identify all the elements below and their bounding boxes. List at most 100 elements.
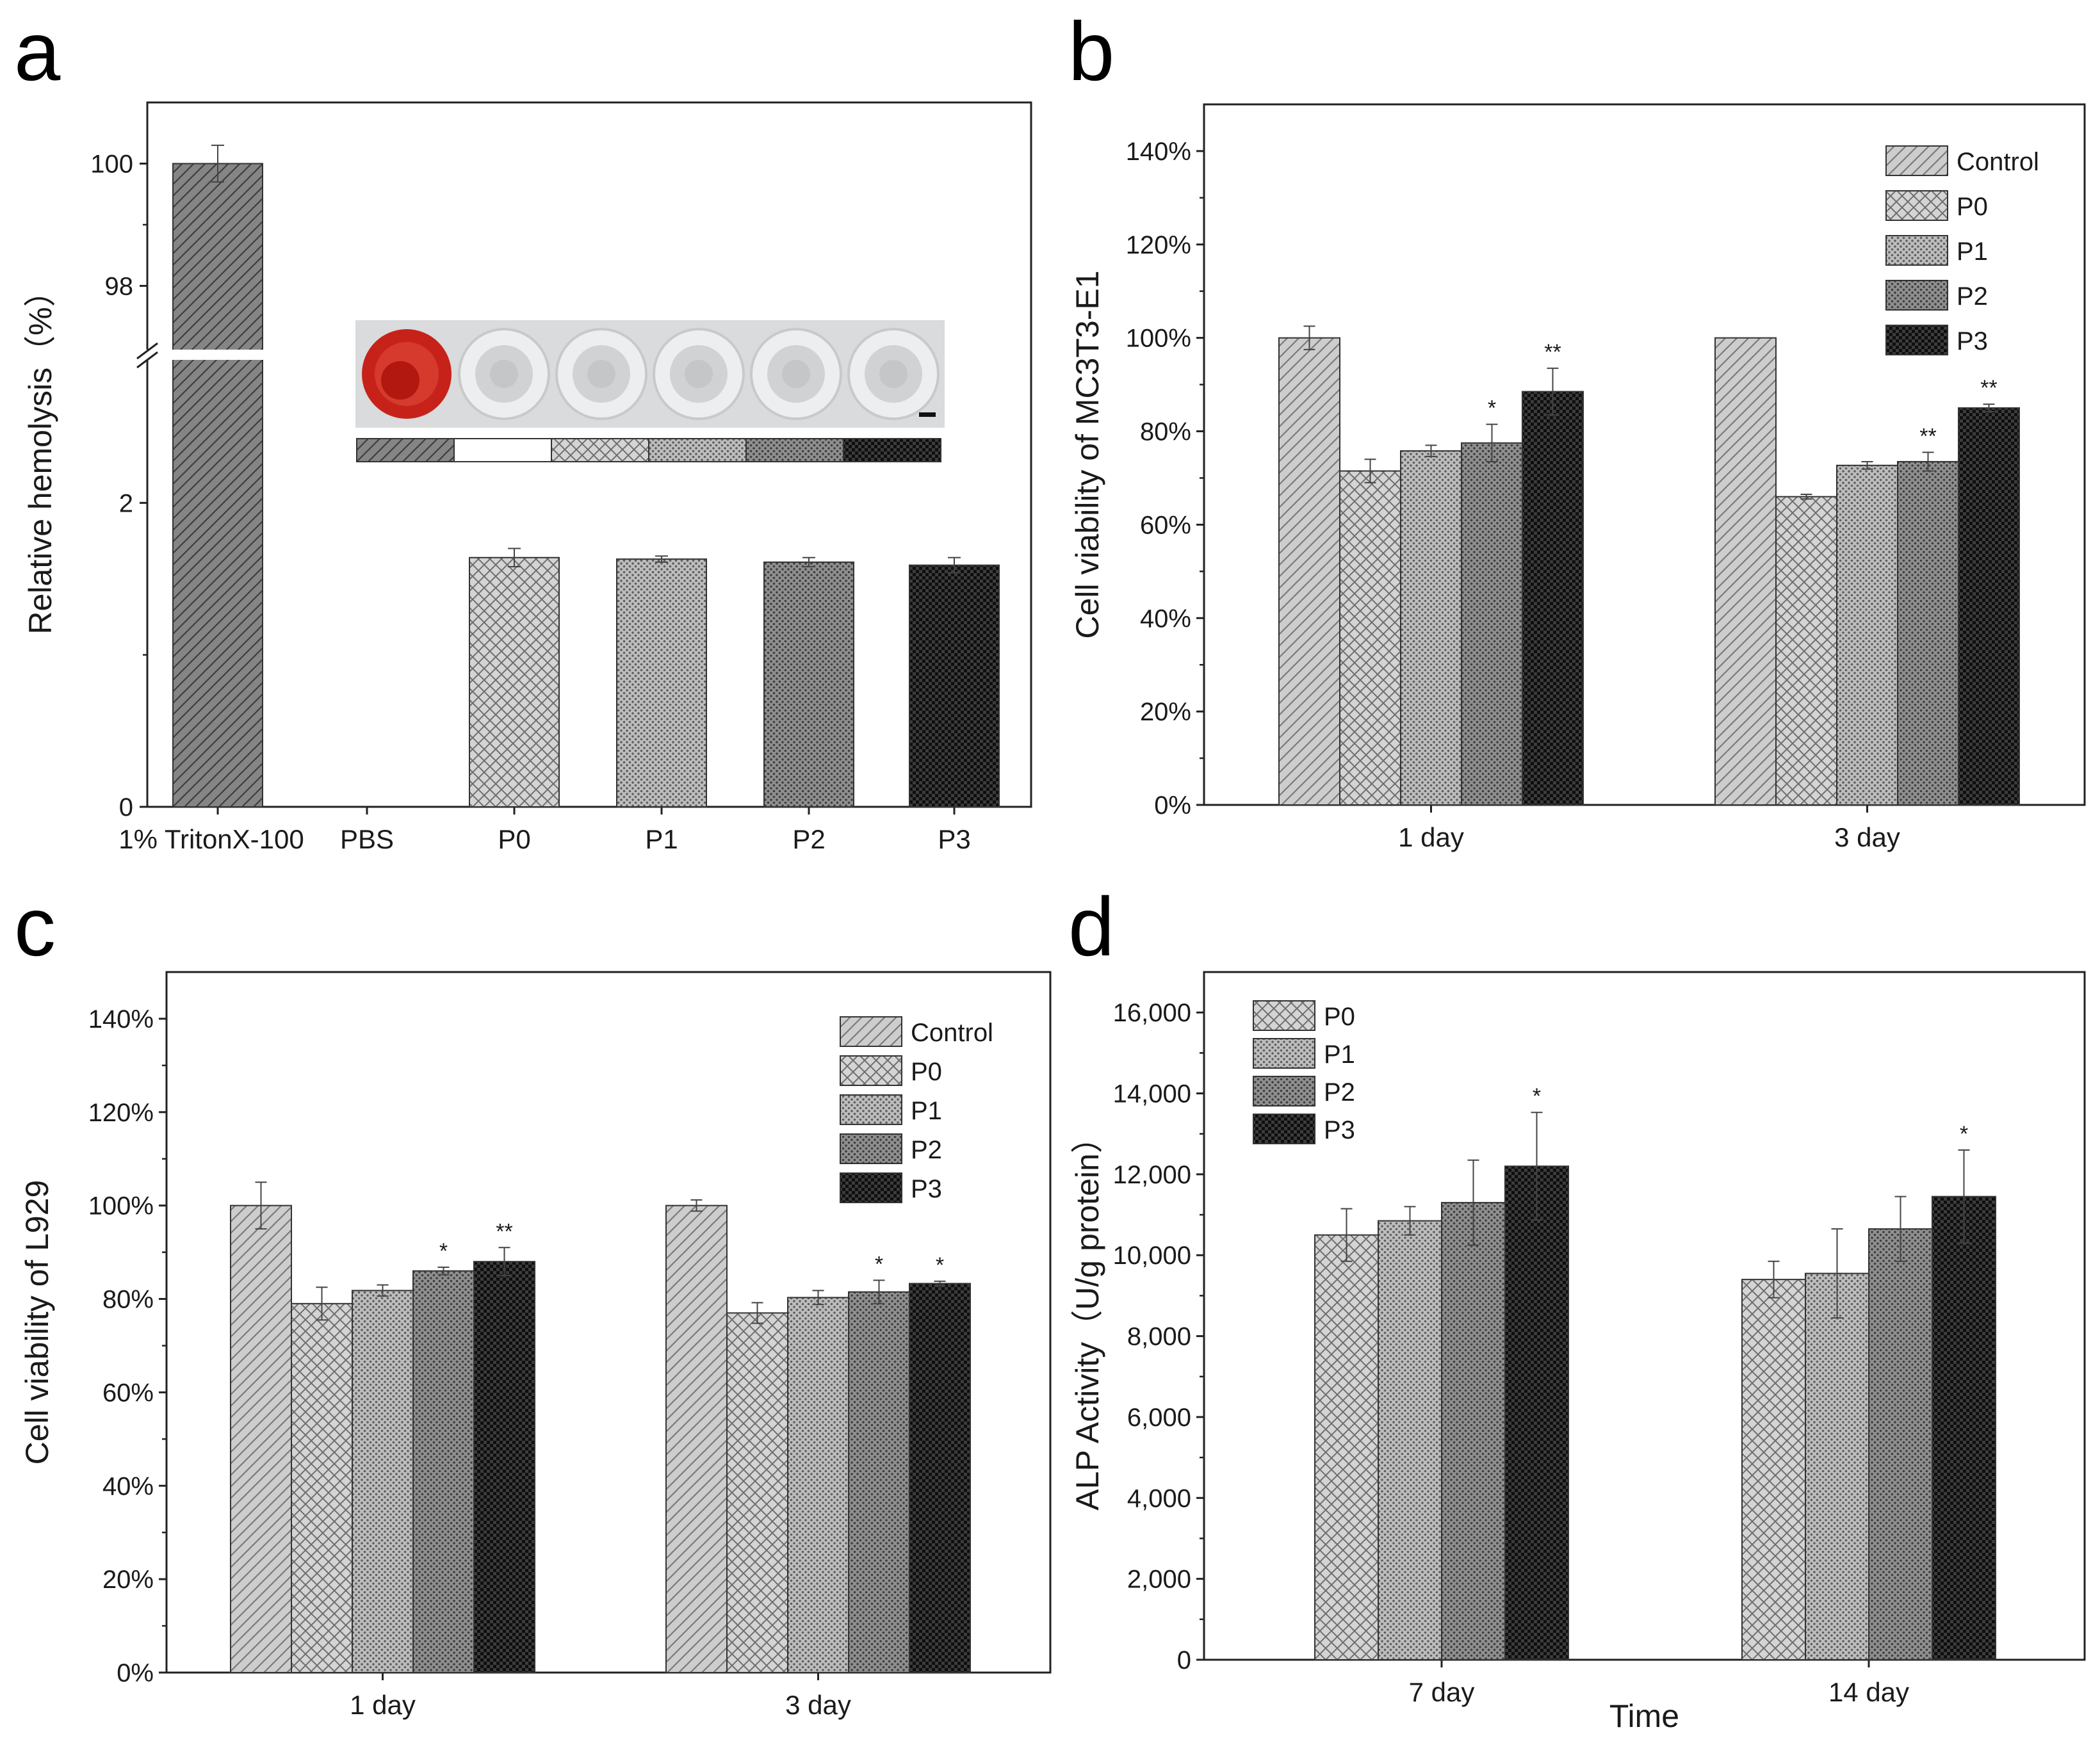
y-axis-label: ALP Activity（U/g protein） [1070,1121,1105,1511]
x-tick-label: 14 day [1828,1677,1909,1707]
legend-swatch-P0 [840,1055,902,1086]
well-red-core [381,361,419,400]
legend-label-P1: P1 [911,1097,942,1125]
y-tick-label: 80% [102,1286,154,1314]
x-tick-label: 3 day [785,1690,851,1720]
legend-label-P1: P1 [1324,1041,1355,1069]
bar-P3-7-day [1504,1165,1569,1660]
bar-P3-1-day [1522,391,1584,806]
plot-frame [146,101,1032,808]
plot-frame [1203,103,2086,806]
bar-P1-1-day [352,1290,414,1673]
bar-P3-3-day [1958,407,2020,806]
plot-frame [1203,971,2086,1661]
x-tick-label: P3 [938,824,970,854]
bar-P0-1-day [291,1302,353,1673]
bar-P3-1-day [473,1261,535,1673]
bar-P1-1-day [1400,450,1462,806]
bar-Control-3-day [665,1204,728,1673]
y-axis-label: Relative hemolysis（%） [22,275,58,634]
chart-panel-a: 0 2 98 100 Relative hemolysis（%） 1% TritonX-1… [22,101,1032,854]
bar-P1 [616,558,707,807]
well-clear-core [685,360,713,388]
significance-mark: ** [1544,340,1561,364]
legend-swatch-P3 [1253,1114,1315,1144]
legend-swatch-P1 [1253,1038,1315,1069]
legend-label-Control: Control [911,1019,993,1047]
y-axis-label: Cell viability of L929 [19,1180,55,1465]
chart-panel-d: 0 2,000 4,000 6,000 8,000 10,000 12,000 14,000 1… [1070,971,2086,1734]
x-tick-label: P2 [792,824,825,854]
bar-P2-14-day [1868,1228,1933,1660]
significance-mark: * [1960,1122,1968,1146]
bar-P3-14-day [1932,1196,1996,1660]
y-tick-label: 80% [1140,418,1191,446]
legend-label-P2: P2 [1324,1078,1355,1107]
scale-bar [919,412,936,417]
bar-P2-3-day [1897,460,1959,806]
significance-mark: * [936,1253,944,1277]
y-tick-label: 120% [88,1099,154,1127]
bar-Control-3-day [1714,337,1777,806]
y-tick-label: 2,000 [1127,1566,1191,1594]
legend-swatch-P1 [1885,235,1948,266]
bar-P3 [909,564,1000,807]
significance-mark: ** [496,1219,512,1244]
inset-legend-swatch-P0 [551,438,649,462]
bar-Control-1-day [1278,337,1340,806]
panel-letter-d: d [1068,880,1114,973]
y-tick-label: 0% [117,1659,154,1687]
inset-legend-swatch-P3 [843,438,941,462]
legend-label-P3: P3 [911,1175,942,1203]
x-tick-label: 1% TritonX-100 [118,824,304,854]
panel-letter-a: a [14,4,61,98]
bar-P2-1-day [1461,442,1523,806]
x-tick-label: 1 day [350,1690,416,1720]
axis-break-mark [136,342,158,360]
x-tick-label: 7 day [1409,1677,1475,1707]
legend-swatch-P2 [1253,1076,1315,1107]
bar-P2-1-day [412,1270,475,1673]
bar-P3-3-day [909,1283,971,1673]
bar-P0 [469,556,560,807]
legend-swatch-Control [1885,145,1948,176]
y-tick-label: 120% [1126,231,1191,259]
legend-swatch-P3 [1885,325,1948,355]
y-tick-label: 0 [1177,1646,1191,1674]
y-tick-label: 20% [1140,698,1191,726]
well-clear-core [782,360,810,388]
legend-swatch-P3 [840,1172,902,1203]
legend-label-P0: P0 [911,1058,942,1086]
chart-panel-b: 0% 20% 40% 60% 80% 100% 120% 140% Cell viability… [1070,103,2086,852]
y-tick-label: 100% [1126,325,1191,353]
significance-mark: * [439,1239,448,1263]
plot-frame [165,971,1052,1674]
legend-label-P1: P1 [1957,238,1988,266]
y-tick-label: 14,000 [1113,1080,1191,1108]
y-tick-label: 20% [102,1566,154,1594]
legend-swatch-Control [840,1016,902,1047]
y-tick-label: 2 [119,489,133,517]
y-tick-label: 8,000 [1127,1323,1191,1351]
panel-letter-b: b [1068,4,1114,98]
bar-TritonX [172,163,263,807]
bar-P1-7-day [1378,1220,1442,1660]
inset-legend-swatch-PBS [453,438,552,462]
legend-label-P2: P2 [911,1136,942,1164]
bar-P0-7-day [1314,1234,1379,1661]
x-axis-label: Time [1609,1698,1679,1734]
inset-legend-swatch-P2 [745,438,844,462]
legend-label-P0: P0 [1957,193,1988,221]
y-tick-label: 100 [90,150,133,178]
bar-Control-1-day [230,1204,292,1673]
y-tick-label: 100% [88,1192,154,1220]
bar-P0-1-day [1339,470,1401,806]
bar-P2 [763,561,854,807]
bar-P0-14-day [1741,1279,1806,1661]
bar-P1-14-day [1805,1272,1869,1660]
y-tick-label: 98 [105,272,134,300]
axis-break-gap [128,350,282,360]
bar-P2-7-day [1441,1202,1506,1660]
legend-swatch-P0 [1253,1000,1315,1031]
